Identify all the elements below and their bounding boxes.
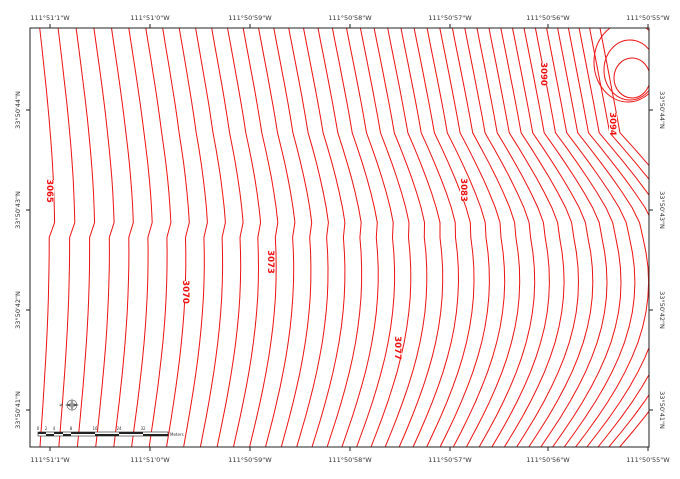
contour-line — [288, 28, 329, 447]
contour-line — [523, 28, 608, 447]
top-lon-label: 111°50'59"W — [228, 14, 272, 22]
north-arrow: N — [59, 398, 79, 412]
contour-lines — [39, 28, 649, 447]
right-lat-label: 33°50'42"N — [658, 291, 666, 329]
scale-bar: 0 2 4 8 16 24 32 Meters — [37, 426, 184, 437]
contour-line — [512, 28, 594, 447]
contour-label-3090: 3090 — [538, 62, 548, 86]
contour-label-3077: 3077 — [392, 336, 402, 360]
left-lat-label: 33°50'43"N — [14, 191, 22, 229]
scale-tick-label: 8 — [70, 426, 73, 431]
top-lon-label: 111°51'0"W — [130, 14, 170, 22]
map-frame — [29, 27, 650, 448]
contour-line — [546, 28, 636, 447]
right-lat-label: 33°50'43"N — [658, 191, 666, 229]
contour-label-3070: 3070 — [180, 280, 190, 304]
contour-line — [589, 28, 649, 447]
contour-line — [426, 28, 490, 447]
contour-line — [387, 28, 444, 447]
contour-line — [258, 28, 296, 447]
contour-elevation-labels: 3065 3070 3073 3077 3083 3090 3094 — [44, 62, 617, 360]
top-lon-label: 111°51'1"W — [30, 14, 70, 22]
contour-line — [500, 28, 580, 447]
contour-line — [93, 28, 115, 447]
contour-line — [57, 28, 76, 447]
right-lat-label: 33°50'41"N — [658, 391, 666, 429]
contour-line — [178, 28, 208, 447]
contour-line — [195, 28, 226, 447]
bottom-lon-label: 111°50'59"W — [228, 456, 272, 464]
contour-line — [613, 57, 649, 99]
top-lon-label: 111°50'55"W — [626, 14, 670, 22]
top-longitude-labels: 111°51'1"W 111°51'0"W 111°50'59"W 111°50… — [30, 14, 670, 22]
top-lon-label: 111°50'58"W — [328, 14, 372, 22]
contour-label-3065: 3065 — [44, 179, 54, 203]
contour-line — [211, 28, 244, 447]
graticule-ticks — [26, 24, 653, 451]
contour-line — [464, 28, 536, 447]
contour-line — [39, 28, 56, 447]
bottom-lon-label: 111°51'0"W — [130, 456, 170, 464]
contour-line — [242, 28, 279, 447]
top-lon-label: 111°50'56"W — [526, 14, 570, 22]
contour-line — [227, 28, 262, 447]
contour-line — [75, 28, 96, 447]
right-lat-label: 33°50'44"N — [658, 91, 666, 129]
bottom-lon-label: 111°50'55"W — [626, 456, 670, 464]
scale-tick-label: 24 — [116, 426, 122, 431]
contour-line — [373, 28, 428, 447]
left-lat-label: 33°50'44"N — [14, 91, 22, 129]
bottom-lon-label: 111°50'56"W — [526, 456, 570, 464]
right-latitude-labels: 33°50'44"N 33°50'43"N 33°50'42"N 33°50'4… — [658, 91, 666, 429]
contour-line — [359, 28, 412, 447]
contour-line — [273, 28, 313, 447]
contour-line — [145, 28, 172, 447]
contour-line — [476, 28, 550, 447]
contour-line — [128, 28, 153, 447]
contour-line — [303, 28, 346, 447]
scale-tick-label: 16 — [92, 426, 98, 431]
contour-label-3094: 3094 — [607, 112, 617, 136]
left-lat-label: 33°50'41"N — [14, 391, 22, 429]
contour-line — [111, 28, 134, 447]
contour-line — [603, 39, 649, 101]
scale-tick-label: 32 — [140, 426, 146, 431]
contour-line — [578, 28, 649, 447]
contour-line — [331, 28, 379, 447]
contour-line — [162, 28, 190, 447]
contour-line — [534, 28, 622, 447]
bottom-longitude-labels: 111°51'1"W 111°51'0"W 111°50'59"W 111°50… — [30, 456, 670, 464]
contour-line — [488, 28, 565, 447]
contour-line — [567, 28, 649, 447]
left-latitude-labels: 33°50'44"N 33°50'43"N 33°50'42"N 33°50'4… — [14, 91, 22, 429]
north-label: N — [59, 404, 64, 407]
left-lat-label: 33°50'42"N — [14, 291, 22, 329]
scale-unit-label: Meters — [170, 432, 184, 437]
contour-line — [451, 28, 521, 447]
scale-tick-label: 4 — [53, 426, 56, 431]
contour-label-3073: 3073 — [265, 250, 275, 274]
contour-line — [439, 28, 506, 447]
scale-tick-label: 2 — [45, 426, 48, 431]
contour-line — [413, 28, 475, 447]
bottom-lon-label: 111°50'57"W — [428, 456, 472, 464]
contour-line — [346, 28, 396, 447]
contour-line — [593, 28, 649, 103]
top-lon-label: 111°50'57"W — [428, 14, 472, 22]
bottom-lon-label: 111°51'1"W — [30, 456, 70, 464]
contour-line — [400, 28, 460, 447]
scale-tick-label: 0 — [37, 426, 40, 431]
contour-label-3083: 3083 — [458, 178, 468, 202]
contour-line — [599, 28, 649, 447]
contour-line — [317, 28, 363, 447]
contour-line — [557, 28, 649, 447]
bottom-lon-label: 111°50'58"W — [328, 456, 372, 464]
